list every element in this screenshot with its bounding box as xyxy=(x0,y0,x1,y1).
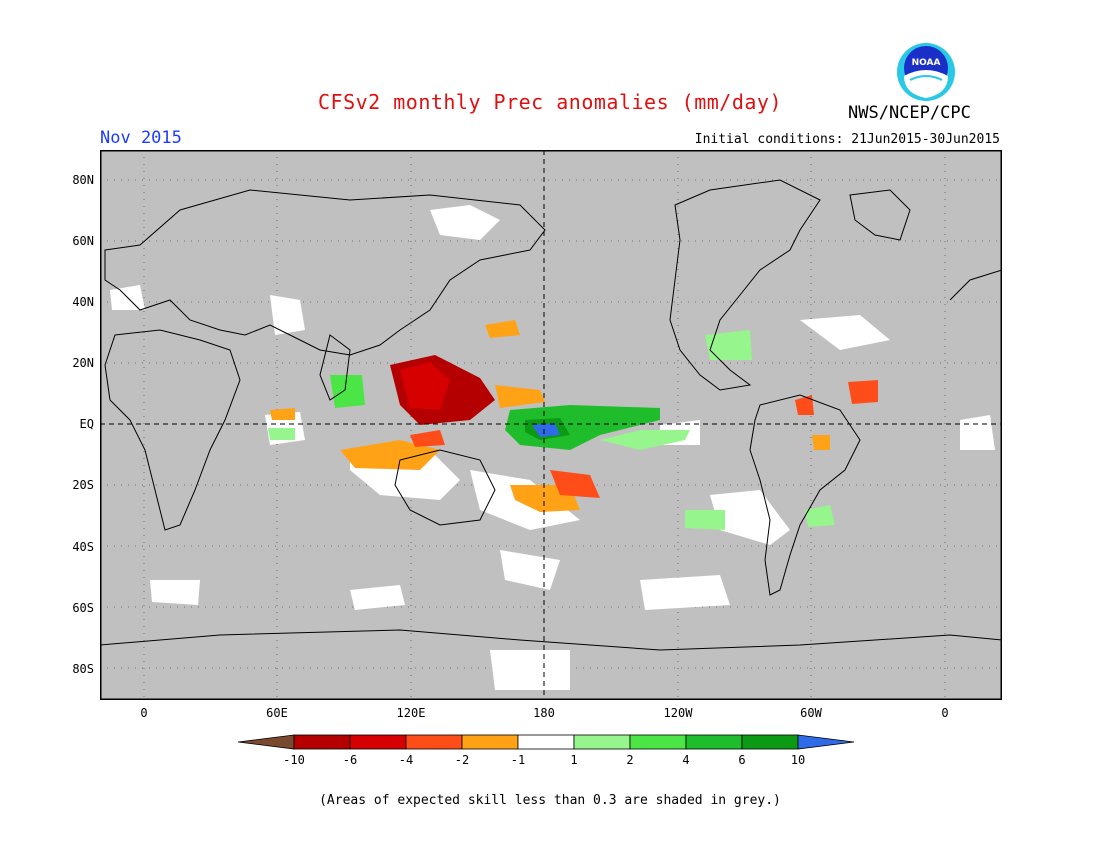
lat-label: 60N xyxy=(72,234,94,248)
svg-text:NOAA: NOAA xyxy=(912,58,941,68)
lat-label: 40S xyxy=(72,540,94,554)
colorbar-cell xyxy=(629,734,687,750)
initial-conditions: Initial conditions: 21Jun2015-30Jun2015 xyxy=(694,132,1000,147)
reference-lines xyxy=(100,150,1002,700)
colorbar-label: 4 xyxy=(682,753,690,767)
colorbar-arrow-high xyxy=(797,734,855,750)
skill-note: (Areas of expected skill less than 0.3 a… xyxy=(319,793,781,808)
colorbar-label: -6 xyxy=(342,753,358,767)
lon-label: 120W xyxy=(663,706,693,720)
lat-label: 20S xyxy=(72,478,94,492)
precipitation-map xyxy=(100,150,1002,700)
lat-label: 40N xyxy=(72,295,94,309)
colorbar-cell xyxy=(405,734,463,750)
colorbar-arrow-low xyxy=(238,734,295,750)
colorbar-cell xyxy=(517,734,575,750)
colorbar-cell xyxy=(573,734,631,750)
agency-label: NWS/NCEP/CPC xyxy=(848,103,971,123)
colorbar-label: -1 xyxy=(510,753,526,767)
continent-outlines xyxy=(100,179,1002,651)
colorbar-label: -10 xyxy=(283,753,305,767)
lon-label: 0 xyxy=(140,706,148,720)
colorbar-cell xyxy=(685,734,743,750)
colorbar-cell xyxy=(293,734,351,750)
dry-anomaly-regions xyxy=(270,320,878,512)
lat-label: 80S xyxy=(72,662,94,676)
colorbar-label: 10 xyxy=(790,753,806,767)
colorbar-cell xyxy=(741,734,799,750)
map-frame xyxy=(100,150,1002,700)
forecast-month: Nov 2015 xyxy=(100,128,182,148)
lon-label: 60W xyxy=(800,706,822,720)
lon-label: 0 xyxy=(941,706,949,720)
chart-title: CFSv2 monthly Prec anomalies (mm/day) xyxy=(317,90,783,114)
lat-label: 60S xyxy=(72,601,94,615)
lon-label: 60E xyxy=(266,706,288,720)
lat-label: 80N xyxy=(72,173,94,187)
lon-label: 180 xyxy=(533,706,555,720)
colorbar-label: 6 xyxy=(738,753,746,767)
colorbar-cell xyxy=(461,734,519,750)
noaa-logo-icon: NOAA xyxy=(897,43,955,101)
colorbar-cell xyxy=(349,734,407,750)
colorbar-label: 2 xyxy=(626,753,634,767)
lat-label: EQ xyxy=(79,417,94,431)
color-scale-bar xyxy=(238,734,855,750)
colorbar-label: 1 xyxy=(570,753,578,767)
lat-label: 20N xyxy=(72,356,94,370)
colorbar-label: -2 xyxy=(454,753,470,767)
lon-label: 120E xyxy=(396,706,426,720)
colorbar-label: -4 xyxy=(398,753,414,767)
